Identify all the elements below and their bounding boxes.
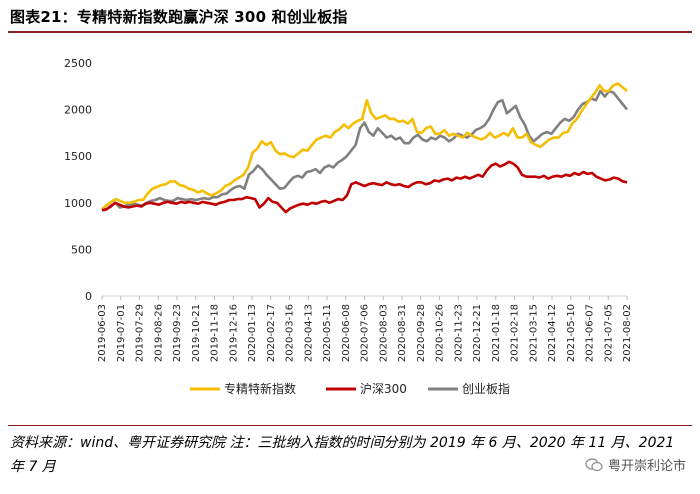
x-tick-label: 2020-08-03 bbox=[378, 304, 389, 362]
watermark-text: 粤开崇利论市 bbox=[607, 459, 686, 474]
legend-label: 专精特新指数 bbox=[224, 381, 296, 396]
y-tick-label: 0 bbox=[85, 290, 92, 303]
x-tick-label: 2020-01-13 bbox=[247, 304, 258, 362]
footer-divider bbox=[8, 425, 692, 426]
x-tick-label: 2021-05-10 bbox=[566, 304, 577, 362]
series-line-1 bbox=[101, 82, 628, 211]
x-tick-label: 2020-07-06 bbox=[360, 304, 371, 362]
x-tick-label: 2021-02-18 bbox=[510, 304, 521, 362]
x-tick-label: 2019-07-01 bbox=[116, 304, 127, 362]
x-tick-label: 2021-01-18 bbox=[491, 304, 502, 362]
y-tick-label: 2500 bbox=[64, 57, 92, 70]
legend: 专精特新指数 沪深300 创业板指 bbox=[190, 381, 510, 396]
x-tick-label: 2019-07-29 bbox=[135, 304, 146, 362]
line-chart: 0 500 1000 1500 2000 2500 2019-06-03 2019-07-0… bbox=[64, 57, 633, 396]
y-tick-label: 500 bbox=[71, 243, 92, 256]
x-tick-label: 2021-03-15 bbox=[528, 304, 539, 362]
title-divider bbox=[8, 31, 692, 33]
x-tick-label: 2021-04-12 bbox=[547, 304, 558, 362]
x-tick-label: 2021-07-05 bbox=[603, 304, 614, 362]
legend-label: 沪深300 bbox=[360, 382, 407, 396]
legend-item-2: 沪深300 bbox=[326, 382, 407, 396]
x-tick-label: 2020-12-21 bbox=[472, 304, 483, 362]
y-tick-label: 1500 bbox=[64, 150, 92, 163]
source-note: 资料来源：wind、粤开证券研究院 注：三批纳入指数的时间分别为 2019 年 … bbox=[10, 435, 675, 475]
legend-item-1: 专精特新指数 bbox=[190, 381, 296, 396]
legend-label: 创业板指 bbox=[462, 381, 510, 396]
x-tick-label: 2019-06-03 bbox=[97, 304, 108, 362]
legend-item-3: 创业板指 bbox=[428, 381, 510, 396]
x-tick-label: 2020-05-11 bbox=[322, 304, 333, 362]
x-tick-label: 2021-08-02 bbox=[622, 304, 633, 362]
x-tick-label: 2020-09-28 bbox=[416, 304, 427, 362]
x-tick-label: 2020-11-23 bbox=[453, 304, 464, 362]
x-tick-label: 2019-09-23 bbox=[172, 304, 183, 362]
y-tick-label: 1000 bbox=[64, 197, 92, 210]
x-tick-label: 2019-10-21 bbox=[191, 304, 202, 362]
x-tick-label: 2020-06-08 bbox=[341, 304, 352, 362]
x-tick-label: 2019-12-16 bbox=[228, 304, 239, 362]
x-tick-label: 2020-08-31 bbox=[397, 304, 408, 362]
x-tick-label: 2019-08-26 bbox=[153, 304, 164, 362]
x-axis: 2019-06-03 2019-07-01 2019-07-29 2019-08-26… bbox=[97, 295, 633, 362]
y-tick-label: 2000 bbox=[64, 104, 92, 117]
x-tick-label: 2019-11-18 bbox=[210, 304, 221, 362]
chart-title: 图表21：专精特新指数跑赢沪深 300 和创业板指 bbox=[10, 8, 348, 26]
x-tick-label: 2020-10-26 bbox=[435, 304, 446, 362]
x-tick-label: 2020-02-17 bbox=[266, 304, 277, 362]
x-tick-label: 2021-06-07 bbox=[585, 304, 596, 362]
x-tick-label: 2020-03-16 bbox=[285, 304, 296, 362]
y-axis: 0 500 1000 1500 2000 2500 bbox=[64, 57, 92, 303]
series-line-3 bbox=[101, 89, 629, 212]
series-lines bbox=[101, 82, 629, 214]
series-line-2 bbox=[101, 160, 628, 214]
watermark: 粤开崇利论市 bbox=[585, 455, 686, 474]
wechat-icon bbox=[585, 457, 603, 471]
x-tick-label: 2020-04-13 bbox=[303, 304, 314, 362]
